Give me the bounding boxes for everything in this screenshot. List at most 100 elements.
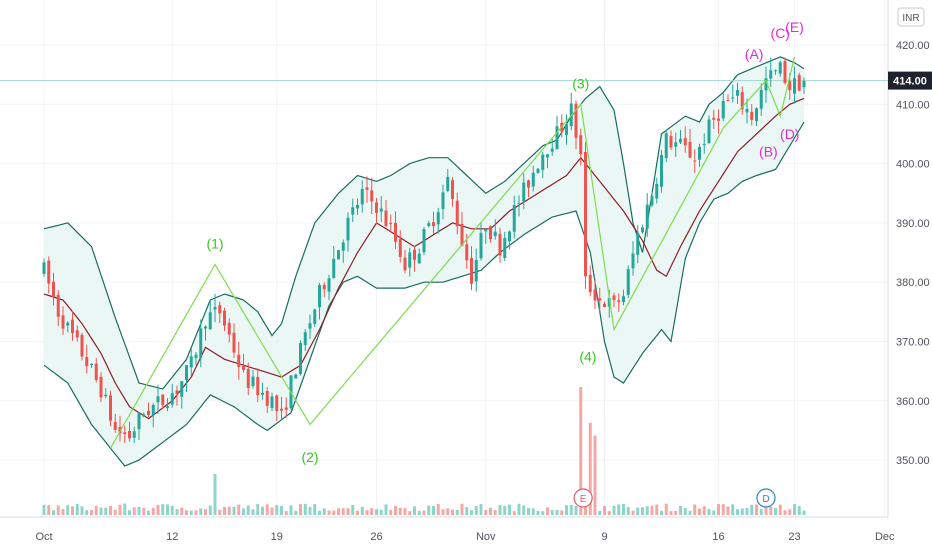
volume-bar	[80, 506, 84, 515]
candle-body	[227, 322, 231, 335]
earnings-badge[interactable]: E	[573, 488, 593, 508]
volume-bar	[664, 503, 668, 515]
currency-badge[interactable]: INR	[897, 7, 925, 27]
volume-bar	[242, 508, 245, 515]
candle-body	[645, 204, 649, 229]
candle-body	[536, 168, 540, 173]
volume-bar	[370, 508, 374, 515]
volume-bar	[360, 506, 364, 515]
candle-body	[427, 223, 431, 227]
dividend-badge[interactable]: D	[756, 488, 776, 508]
candle-body	[375, 202, 378, 214]
candle-body	[522, 182, 526, 202]
volume-bar	[626, 506, 630, 515]
volume-bar	[227, 506, 231, 515]
candle-body	[156, 396, 160, 403]
candlesticks	[42, 57, 806, 444]
candle-body	[731, 97, 735, 99]
candle-body	[664, 133, 668, 158]
candle-body	[455, 200, 459, 227]
candle-body	[546, 154, 549, 158]
volume-bar	[170, 505, 174, 515]
volume-bar	[408, 511, 412, 515]
volume-bar	[584, 504, 587, 515]
volume-bar	[265, 504, 269, 515]
candle-body	[175, 390, 179, 394]
y-tick-label: 350.00	[896, 455, 930, 467]
y-tick-label: 370.00	[896, 337, 930, 349]
wave-label: (2)	[301, 449, 318, 465]
candle-body	[308, 323, 312, 329]
lower-band	[43, 121, 805, 467]
candle-body	[218, 305, 222, 314]
volume-bar	[759, 509, 763, 515]
candle-body	[265, 390, 269, 406]
elliott-wave-lines	[109, 56, 796, 449]
volume-bar	[451, 509, 454, 515]
candle-body	[142, 414, 146, 417]
volume-bar	[536, 511, 540, 515]
candle-body	[85, 357, 89, 367]
volume-bar	[579, 387, 583, 515]
volume-bar	[565, 505, 568, 515]
candle-body	[94, 363, 98, 380]
band-fill	[44, 56, 804, 467]
volume-bar	[398, 507, 402, 515]
volume-bar	[66, 505, 70, 515]
volume-bar	[541, 511, 545, 515]
x-tick-label: Nov	[476, 531, 496, 543]
volume-bar	[512, 511, 516, 515]
candle-body	[631, 253, 635, 269]
candle-body	[275, 395, 279, 412]
volume-bar	[436, 503, 440, 515]
candle-body	[261, 392, 264, 395]
candle-body	[588, 274, 592, 293]
volume-bar	[246, 505, 250, 515]
candle-body	[147, 410, 150, 416]
volume-bar	[270, 507, 274, 515]
candle-body	[199, 328, 203, 358]
candle-body	[612, 295, 616, 300]
x-tick-label: Oct	[35, 531, 52, 543]
candle-body	[607, 298, 611, 307]
candle-body	[584, 152, 587, 277]
volume-bar	[479, 503, 483, 515]
candle-body	[679, 138, 682, 143]
volume-bar	[797, 506, 801, 515]
volume-bar	[337, 508, 340, 515]
volume-bar	[289, 505, 293, 515]
candle-body	[702, 143, 706, 145]
candle-body	[565, 124, 568, 135]
candle-body	[474, 259, 478, 282]
x-tick-label: Dec	[875, 531, 895, 543]
candle-body	[66, 322, 70, 326]
volume-bar	[346, 508, 350, 515]
wave-label: (D)	[780, 126, 799, 142]
candle-body	[764, 78, 768, 91]
candle-body	[232, 332, 236, 353]
y-tick-label: 390.00	[896, 218, 930, 230]
candle-body	[237, 354, 241, 367]
candle-body	[341, 242, 345, 251]
candle-body	[213, 306, 217, 310]
volume-bar	[365, 510, 369, 515]
volume-bar	[674, 510, 678, 515]
candle-body	[403, 257, 407, 271]
volume-bar	[717, 504, 720, 515]
candle-body	[598, 298, 602, 301]
candle-body	[337, 250, 340, 260]
volume-bar	[42, 504, 46, 515]
candle-body	[441, 192, 445, 209]
candle-body	[284, 407, 288, 410]
candle-body	[650, 196, 654, 206]
volume-bar	[645, 506, 649, 515]
candle-body	[299, 342, 302, 374]
volume-bar	[774, 508, 777, 515]
candle-body	[346, 217, 350, 241]
candle-body	[740, 92, 744, 110]
volume-bar	[261, 506, 264, 515]
x-tick-label: 12	[166, 531, 178, 543]
volume-bar	[769, 506, 773, 515]
volume-bar	[322, 508, 326, 515]
